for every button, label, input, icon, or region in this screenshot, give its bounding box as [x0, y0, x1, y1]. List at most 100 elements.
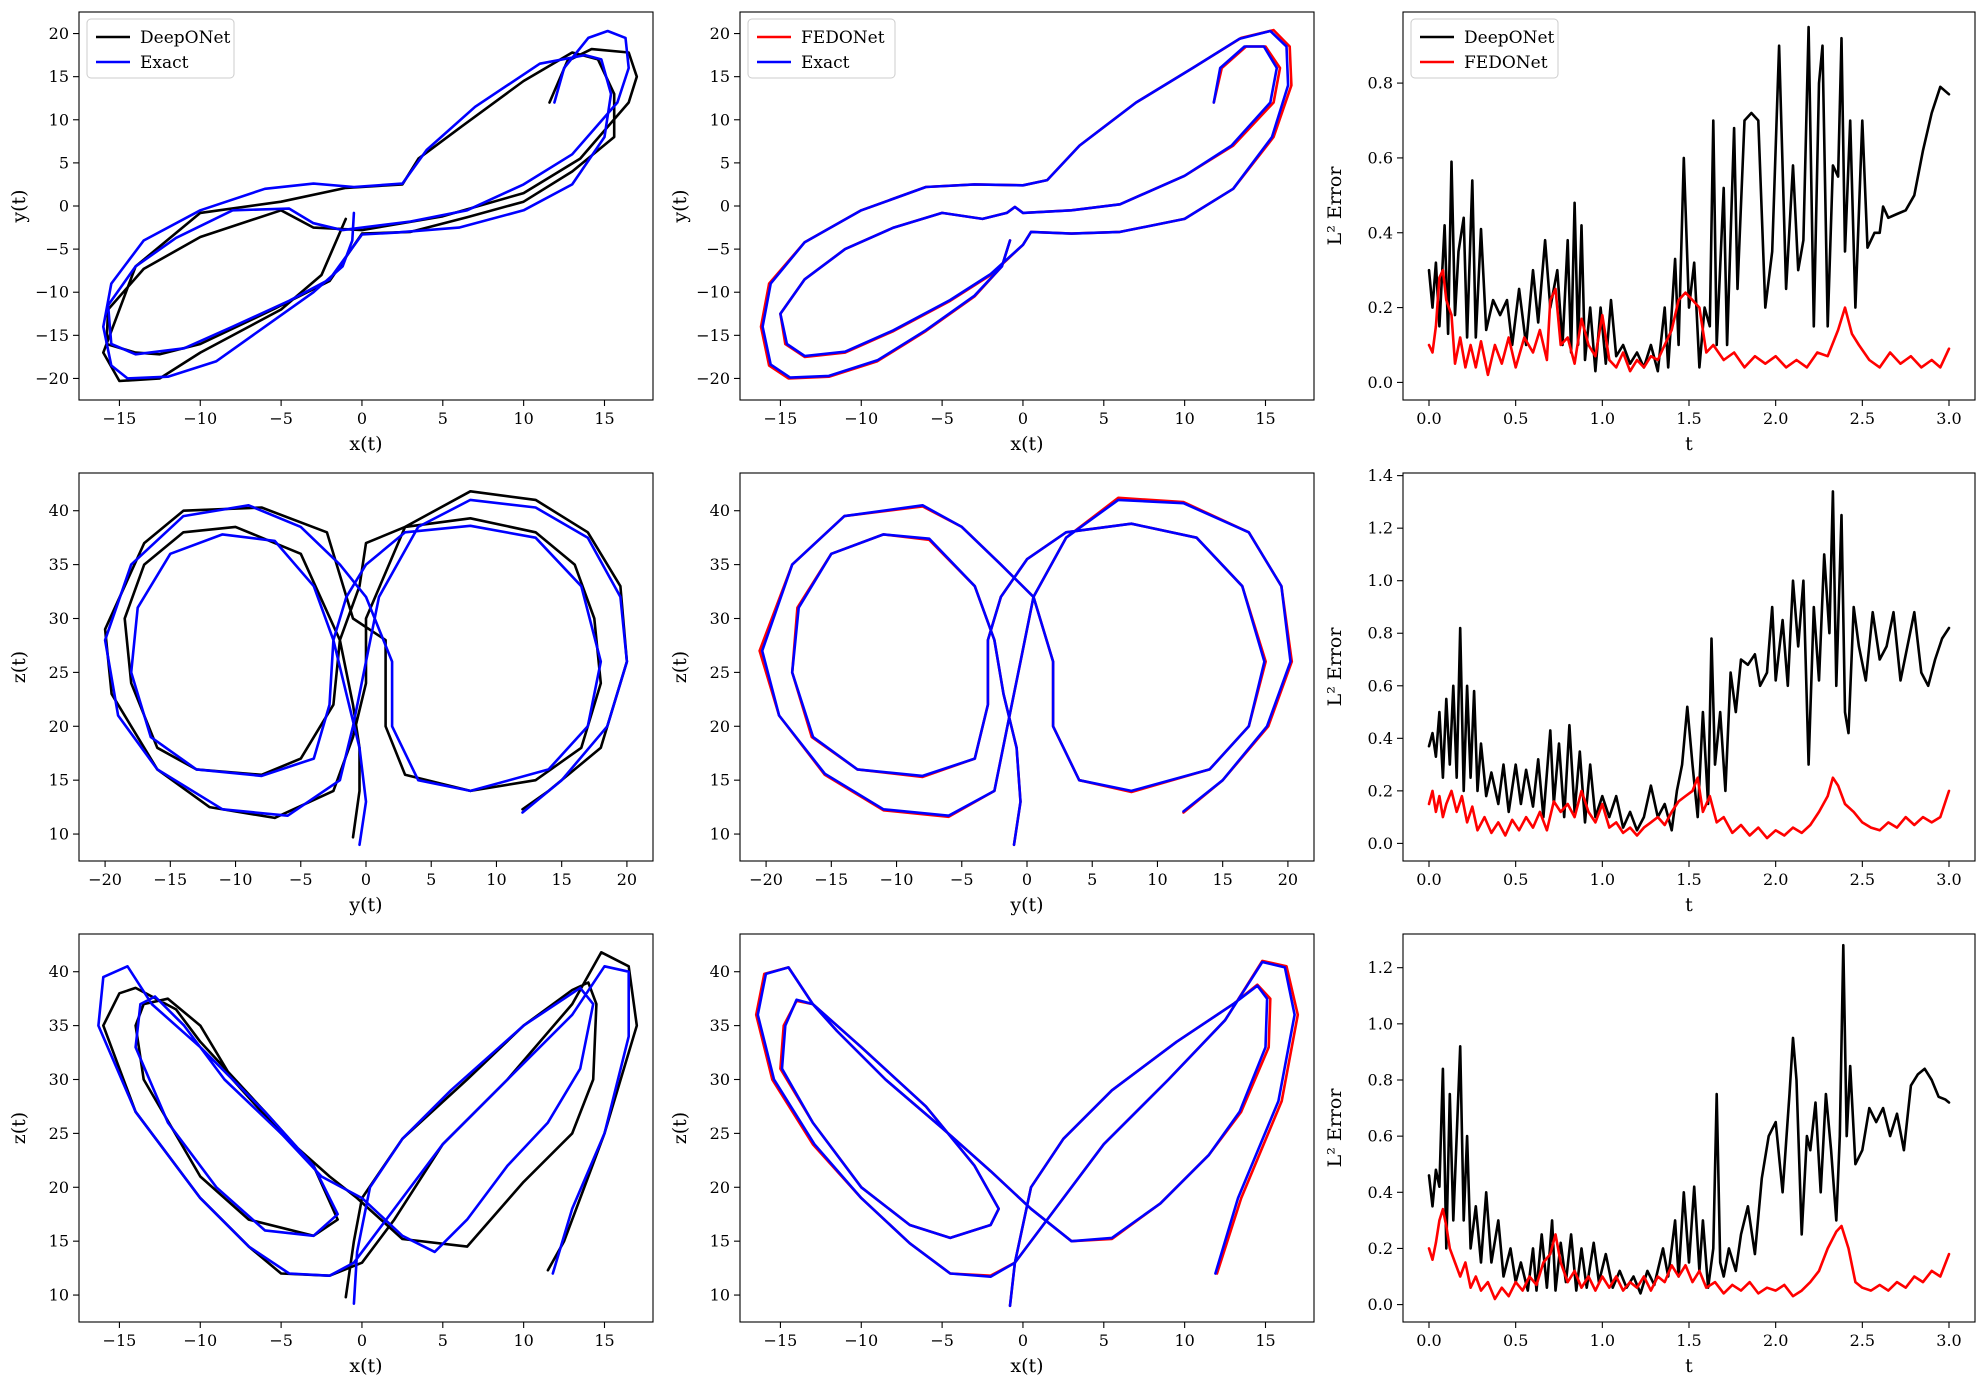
x-tick-label: 0: [1018, 1331, 1028, 1350]
x-tick-label: 10: [486, 870, 506, 889]
x-tick-label: −5: [289, 870, 313, 889]
y-tick-label: 10: [710, 110, 730, 129]
y-tick-label: 15: [49, 67, 69, 86]
x-tick-label: −20: [749, 870, 783, 889]
y-tick-label: 0: [59, 197, 69, 216]
y-tick-label: 30: [49, 609, 69, 628]
x-tick-label: −5: [930, 1331, 954, 1350]
y-tick-label: −15: [35, 326, 69, 345]
y-tick-label: 20: [710, 1178, 730, 1197]
series-line-exact: [97, 965, 630, 1305]
x-tick-label: 0.5: [1503, 1331, 1528, 1350]
x-tick-label: −5: [269, 1331, 293, 1350]
x-tick-label: 15: [1255, 1331, 1275, 1350]
chart-err_yz: 0.0 0.5 1.0 1.5 2.0 2.5 3.0 0.0 0.2 0.4 0.6 0.8 1.0 1…: [1324, 466, 1976, 916]
y-tick-label: −10: [35, 283, 69, 302]
x-tick-label: −10: [183, 1331, 217, 1350]
y-tick-label: 0.2: [1368, 781, 1393, 800]
y-tick-label: 30: [710, 1070, 730, 1089]
chart-err_xy: 0.0 0.5 1.0 1.5 2.0 2.5 3.0 0.0 0.2 0.4 0.6 0.8 t L² …: [1324, 11, 1976, 455]
y-tick-label: 0.2: [1368, 1239, 1393, 1258]
y-tick-label: 40: [710, 962, 730, 981]
y-tick-label: −20: [35, 369, 69, 388]
y-axis-label: z(t): [669, 651, 691, 683]
x-tick-label: 2.0: [1763, 409, 1788, 428]
chart-xz_deeponet: −15 −10 −5 0 5 10 15 10 15 20 25 30 35 40 x(t) z(t): [8, 933, 654, 1377]
x-tick-label: 0: [361, 870, 371, 889]
x-tick-label: −15: [814, 870, 848, 889]
y-tick-label: 40: [710, 501, 730, 520]
y-tick-label: 1.4: [1368, 466, 1393, 485]
x-tick-label: −10: [219, 870, 253, 889]
y-tick-label: 0.4: [1368, 223, 1393, 242]
y-tick-label: −10: [696, 283, 730, 302]
axes-frame: [1402, 472, 1976, 862]
x-tick-label: −15: [764, 409, 798, 428]
y-tick-label: 35: [49, 1016, 69, 1035]
series-line-deeponet: [103, 490, 629, 839]
y-axis-label: y(t): [669, 189, 691, 223]
series-line-deeponet: [1427, 490, 1951, 832]
x-tick-label: −10: [844, 409, 878, 428]
x-tick-label: 10: [513, 409, 533, 428]
x-tick-label: 3.0: [1936, 409, 1961, 428]
y-tick-label: 40: [49, 962, 69, 981]
x-tick-label: 10: [513, 1331, 533, 1350]
y-axis-label: z(t): [8, 1112, 30, 1144]
chart-xy_fedonet: −15 −10 −5 0 5 10 15 −20 −15 −10 −5 0 5 10 15 20 x(t) y(t…: [669, 11, 1315, 455]
x-tick-label: −15: [764, 1331, 798, 1350]
x-tick-label: 2.5: [1850, 409, 1875, 428]
y-tick-label: 1.2: [1368, 958, 1393, 977]
x-tick-label: 1.5: [1676, 1331, 1701, 1350]
x-tick-label: 5: [438, 1331, 448, 1350]
x-tick-label: 1.0: [1590, 870, 1615, 889]
x-tick-label: 3.0: [1936, 1331, 1961, 1350]
y-tick-label: 35: [49, 555, 69, 574]
chart-yz_deeponet: −20 −15 −10 −5 0 5 10 15 20 10 15 20 25 30 35 40 y(t) z(t…: [8, 472, 654, 916]
x-tick-label: 0.5: [1503, 409, 1528, 428]
x-tick-label: 15: [1255, 409, 1275, 428]
series-line-exact: [760, 498, 1292, 847]
legend-label: Exact: [140, 53, 189, 73]
legend-label: DeepONet: [140, 28, 231, 48]
chart-err_xz: 0.0 0.5 1.0 1.5 2.0 2.5 3.0 0.0 0.2 0.4 0.6 0.8 1.0 1…: [1324, 933, 1976, 1377]
y-tick-label: 15: [710, 67, 730, 86]
x-tick-label: 5: [438, 409, 448, 428]
x-tick-label: 5: [1087, 870, 1097, 889]
x-tick-label: 1.5: [1676, 870, 1701, 889]
x-tick-label: 2.0: [1763, 1331, 1788, 1350]
x-tick-label: 2.0: [1763, 870, 1788, 889]
series-line-exact: [103, 498, 629, 847]
chart-xz_fedonet: −15 −10 −5 0 5 10 15 10 15 20 25 30 35 40 x(t) z(t): [669, 933, 1315, 1377]
x-tick-label: −15: [103, 1331, 137, 1350]
x-tick-label: 0: [1022, 870, 1032, 889]
chart-xy_deeponet: −15 −10 −5 0 5 10 15 −20 −15 −10 −5 0 5 10 15 20 x(t) y(t…: [8, 11, 654, 455]
x-tick-label: 15: [552, 870, 572, 889]
x-tick-label: 0: [357, 1331, 367, 1350]
x-axis-label: x(t): [349, 1355, 382, 1377]
axes-frame: [739, 933, 1315, 1323]
y-tick-label: 10: [49, 110, 69, 129]
x-axis-label: t: [1685, 433, 1693, 455]
x-tick-label: 10: [1174, 1331, 1194, 1350]
y-tick-label: 20: [49, 1178, 69, 1197]
y-tick-label: 25: [49, 663, 69, 682]
x-tick-label: −15: [153, 870, 187, 889]
y-axis-label: L² Error: [1324, 627, 1346, 707]
y-tick-label: 15: [49, 1232, 69, 1251]
x-axis-label: t: [1685, 1355, 1693, 1377]
x-tick-label: 15: [594, 409, 614, 428]
y-axis-label: z(t): [8, 651, 30, 683]
x-tick-label: 2.5: [1850, 1331, 1875, 1350]
y-tick-label: 20: [710, 717, 730, 736]
y-tick-label: 0.8: [1368, 624, 1393, 643]
x-tick-label: −5: [950, 870, 974, 889]
y-tick-label: 30: [49, 1070, 69, 1089]
legend-label: FEDONet: [1464, 53, 1548, 73]
legend-label: FEDONet: [801, 28, 885, 48]
legend: DeepONet Exact: [86, 18, 235, 79]
y-tick-label: 0.0: [1368, 1295, 1393, 1314]
y-tick-label: 0.8: [1368, 1070, 1393, 1089]
y-tick-label: 5: [59, 153, 69, 172]
